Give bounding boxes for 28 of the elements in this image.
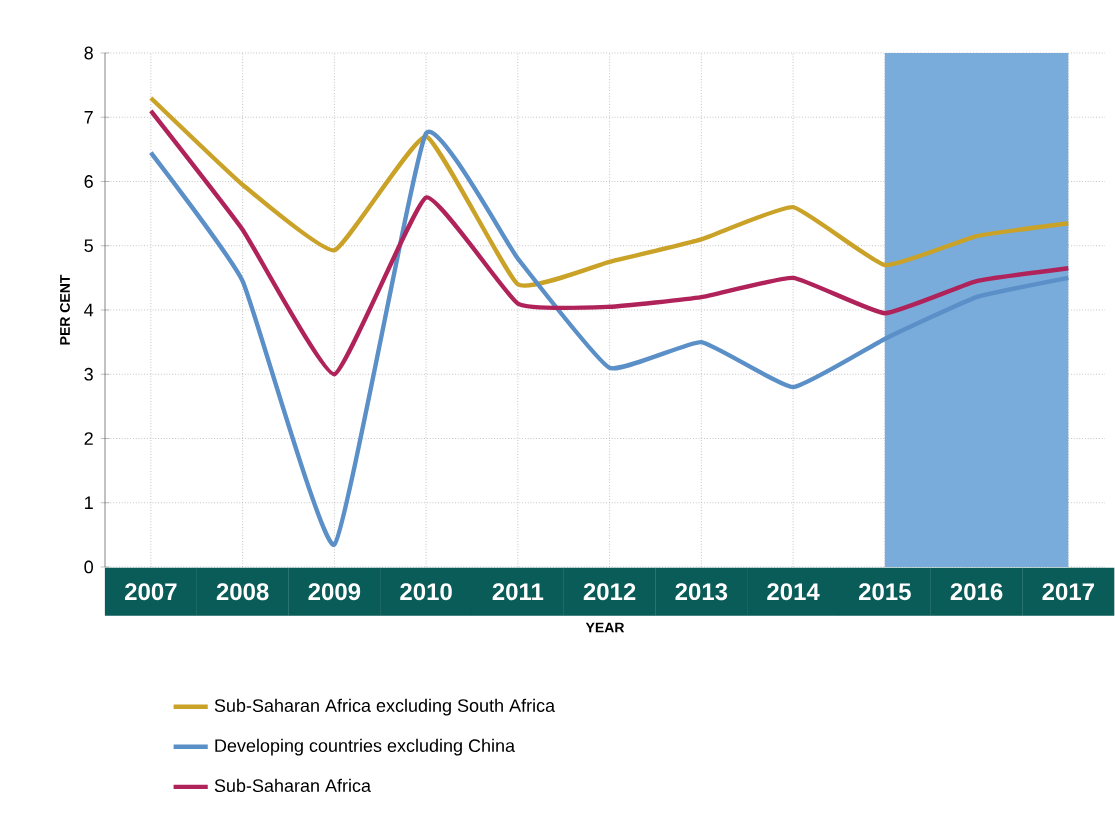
x-tick-label: 2008: [216, 583, 269, 601]
line-series: [148, 131, 1071, 547]
x-tick-label: 2007: [125, 583, 177, 601]
line-series: [148, 108, 1071, 377]
x-tick-label: 2009: [308, 583, 361, 601]
legend-label: Sub-Saharan Africa: [214, 778, 371, 793]
x-tick-label: 2011: [492, 583, 544, 601]
y-tick-label: 8: [84, 46, 93, 60]
x-tick-label: 2017: [1042, 583, 1094, 601]
x-tick-label: 2012: [583, 583, 636, 601]
legend-label: Sub-Saharan Africa excluding South Africa: [214, 698, 556, 716]
x-tick-label: 2016: [950, 583, 1003, 601]
y-tick-label: 7: [84, 111, 93, 124]
line-series: [148, 95, 1071, 288]
legend-label: Developing countries excluding China: [215, 738, 516, 756]
y-axis-title: PER CENT: [60, 274, 70, 345]
y-tick-label: 3: [84, 367, 93, 381]
y-tick-label: 2: [84, 432, 93, 445]
x-tick-label: 2010: [400, 583, 452, 601]
y-tick-label: 5: [84, 239, 93, 253]
y-tick-label: 4: [84, 303, 94, 317]
x-tick-label: 2013: [675, 583, 728, 601]
x-tick-label: 2015: [858, 583, 911, 601]
y-tick-label: 6: [84, 175, 93, 188]
x-axis-title: YEAR: [585, 622, 625, 633]
y-tick-label: 1: [85, 496, 93, 509]
y-tick-label: 0: [84, 560, 93, 574]
x-tick-label: 2014: [767, 583, 820, 601]
